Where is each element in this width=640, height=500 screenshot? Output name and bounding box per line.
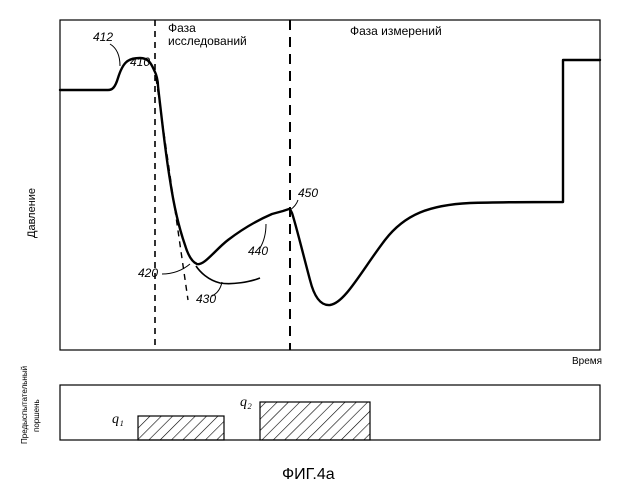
figure-label: ФИГ.4a [282,466,335,484]
main-xlabel: Время [572,356,602,367]
callout-430: 430 [196,292,216,306]
label-q2: q₂ [240,395,252,411]
callout-420: 420 [138,266,158,280]
phase-label-measure: Фаза измерений [350,24,442,38]
pressure-curve-fragment [196,266,260,284]
figure-4a: Давление Предыспытательный поршень Время… [0,0,640,500]
callout-450: 450 [298,186,318,200]
main-plot-frame [60,20,600,350]
piston-ylabel-line1: Предыспытательный [20,366,29,444]
leader-412 [110,44,120,66]
phase-label-research: Фазаисследований [168,22,247,48]
bar-q2 [260,402,370,440]
label-q1: q₁ [112,412,124,428]
figure-svg [0,0,640,500]
callout-440: 440 [248,244,268,258]
main-ylabel: Давление [26,188,38,238]
callout-412: 412 [93,30,113,44]
leader-450 [290,200,298,210]
bar-q1 [138,416,224,440]
callout-410: 410 [130,55,150,69]
leader-420 [162,264,190,274]
piston-ylabel-line2: поршень [32,399,41,432]
